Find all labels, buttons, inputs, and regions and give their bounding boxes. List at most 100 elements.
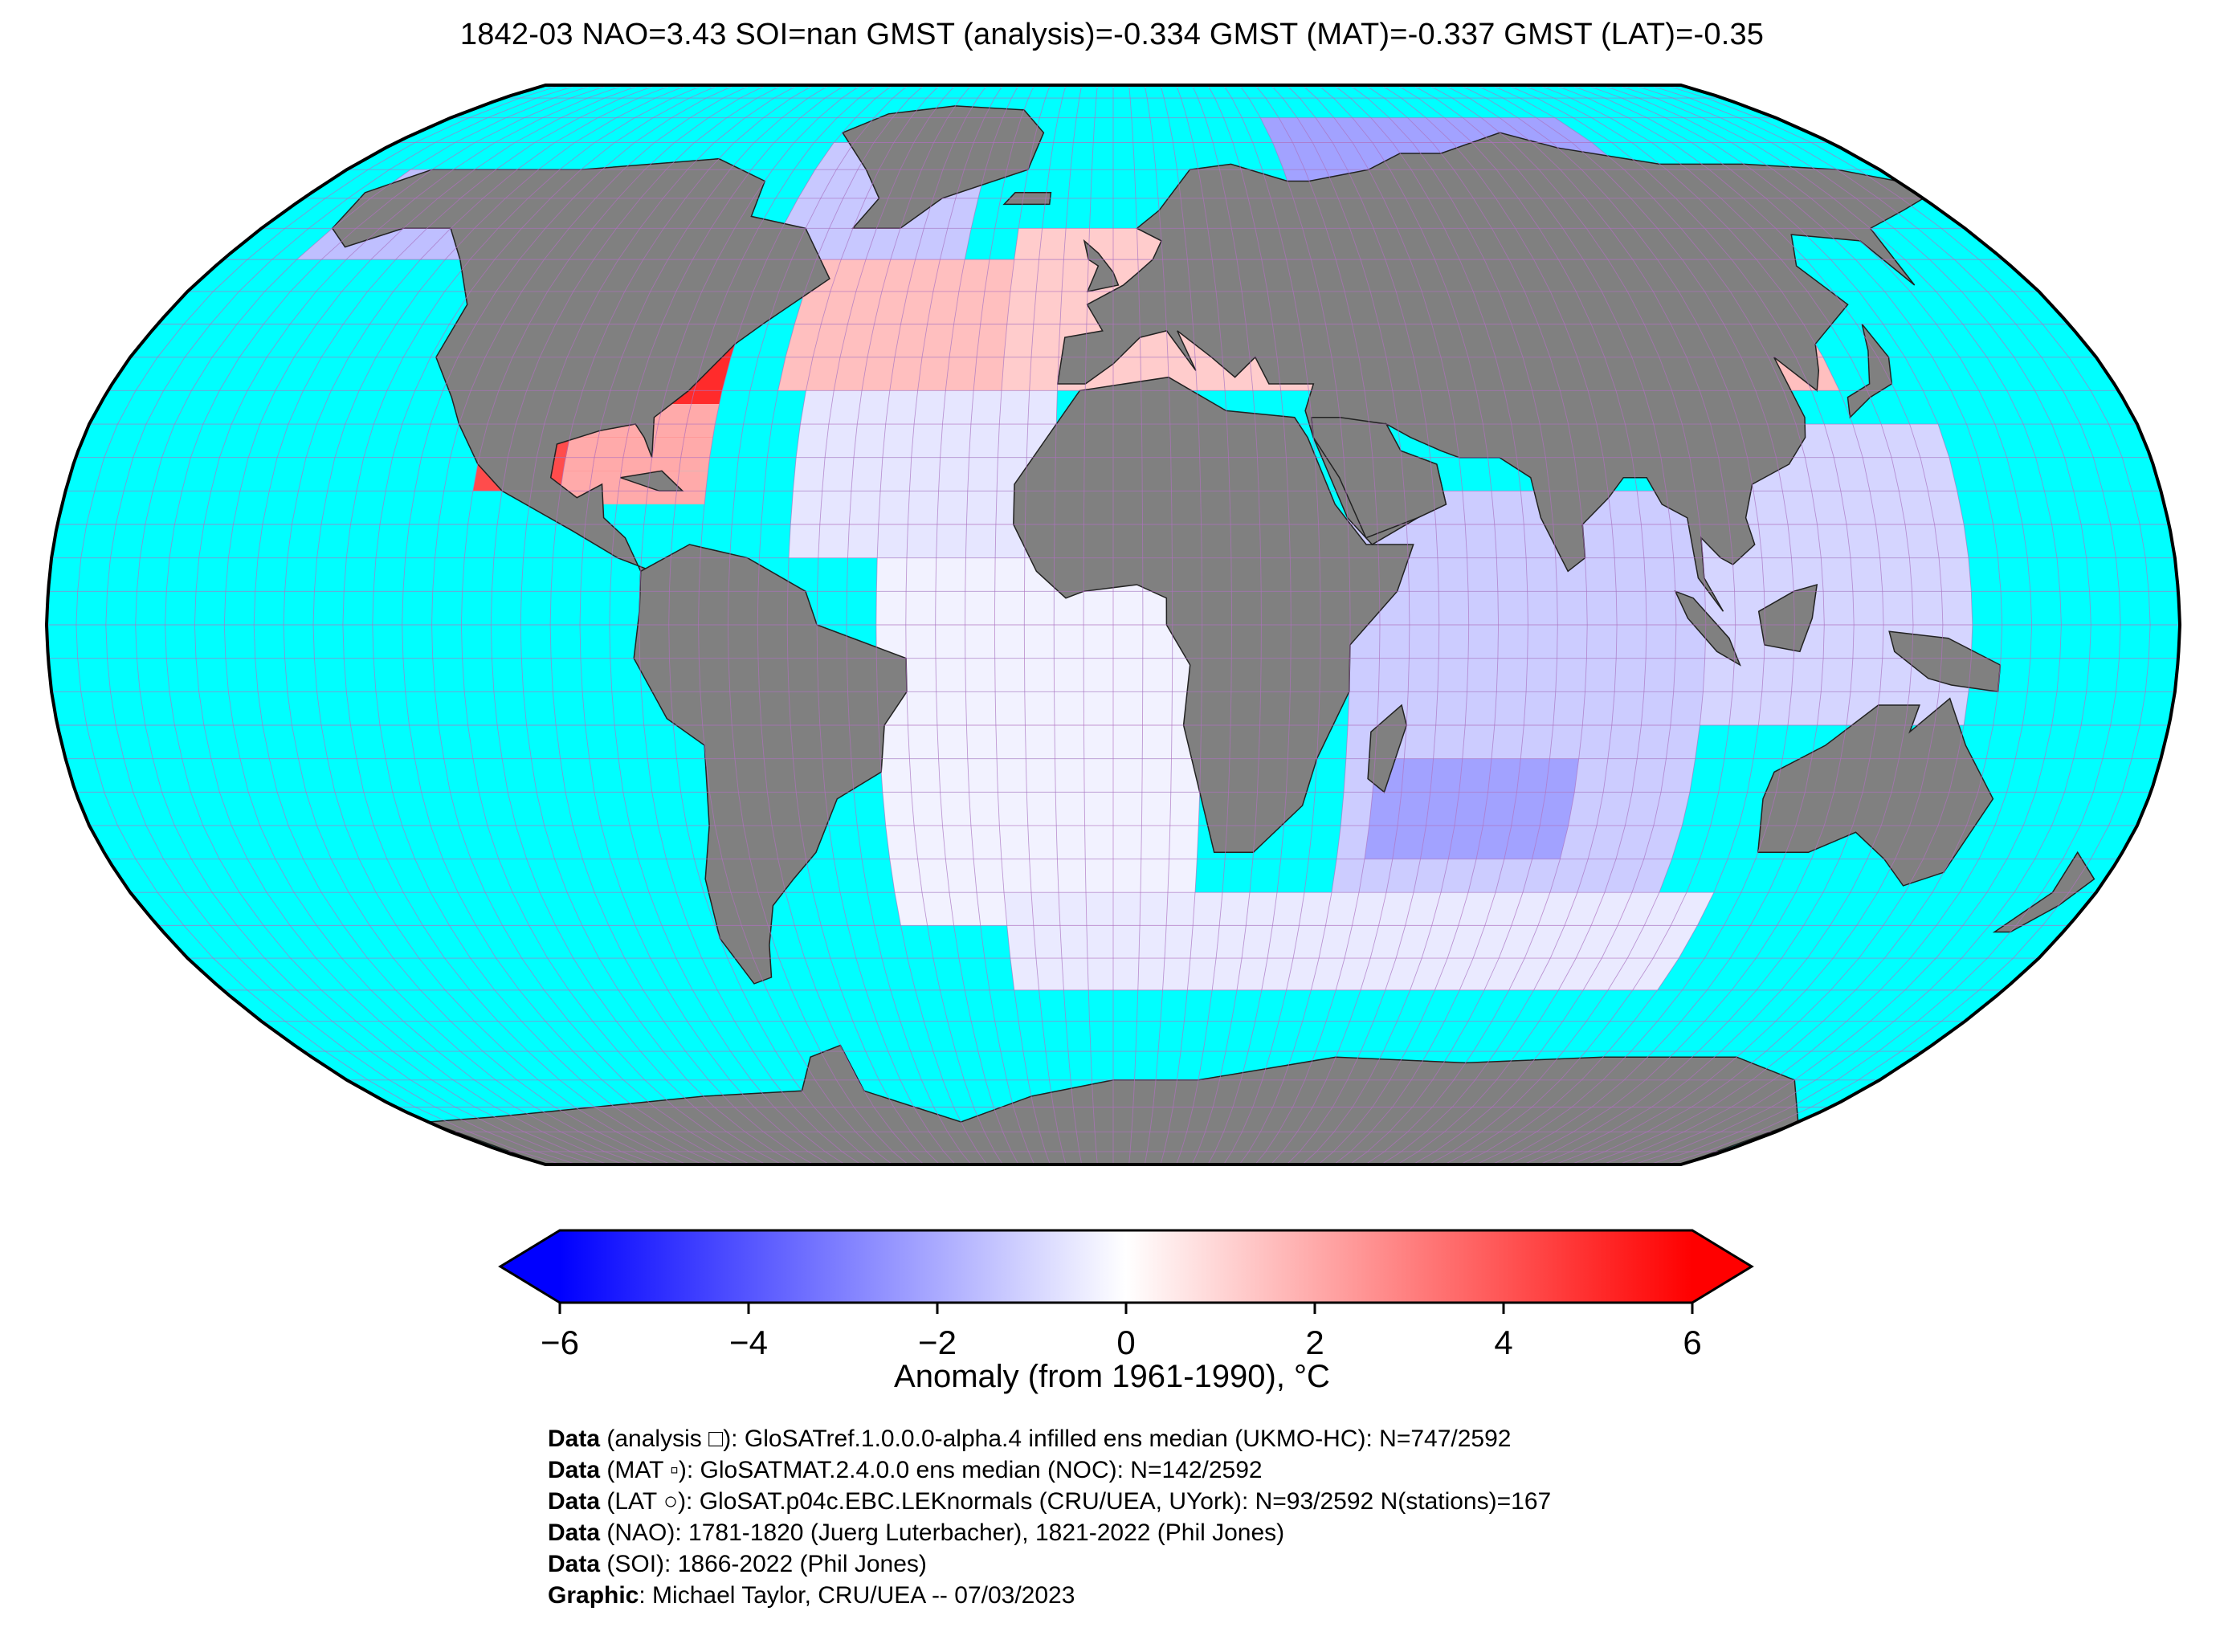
anomaly-cell-north-atlantic-sub <box>854 424 886 458</box>
anomaly-cell-southern-ocean <box>1345 925 1379 958</box>
anomaly-cell-north-russia-cold <box>1292 142 1327 170</box>
anomaly-cell-south-atlantic <box>1055 792 1085 826</box>
anomaly-cell-atlantic-warm <box>922 324 954 357</box>
anomaly-cell-europe-warm <box>1006 292 1036 324</box>
anomaly-cell-south-atlantic <box>935 625 965 659</box>
anomaly-cell-indian-ocean <box>1582 691 1615 725</box>
anomaly-cell-south-atlantic <box>942 826 974 859</box>
anomaly-cell-atlantic-warm <box>907 259 941 292</box>
anomaly-cell-indian-ocean <box>1632 758 1667 793</box>
anomaly-cell-southern-ocean <box>1410 958 1448 990</box>
anomaly-cell-north-russia-cold <box>1518 117 1573 143</box>
anomaly-cell-north-atlantic-cold <box>866 228 900 260</box>
anomaly-cell-south-atlantic <box>1025 725 1055 759</box>
anomaly-cell-southern-ocean <box>1113 925 1141 958</box>
anomaly-cell-southern-ocean <box>1286 958 1320 990</box>
anomaly-cell-west-pacific <box>1852 591 1884 625</box>
anomaly-cell-atlantic-warm <box>945 357 977 391</box>
anomaly-cell-north-atlantic-sub <box>907 524 937 558</box>
anomaly-cell-indian-ocean-south-cold <box>1511 792 1546 826</box>
anomaly-cell-north-atlantic-sub <box>793 457 826 492</box>
anomaly-cell-atlantic-warm <box>895 324 928 357</box>
anomaly-cell-europe-warm <box>1059 292 1088 324</box>
anomaly-cell-north-atlantic-sub <box>914 390 946 424</box>
anomaly-cell-southern-ocean <box>1653 925 1698 958</box>
anomaly-cell-atlantic-warm <box>927 292 959 324</box>
anomaly-cell-indian-ocean-south-cold <box>1504 826 1540 859</box>
anomaly-cell-southern-ocean <box>1004 892 1034 926</box>
anomaly-cell-atlantic-warm <box>821 292 856 324</box>
anomaly-cell-south-atlantic <box>936 557 966 592</box>
anomaly-cell-alaska-cold <box>370 228 427 260</box>
anomaly-cell-west-pacific <box>1840 491 1876 524</box>
anomaly-cell-south-atlantic <box>1026 758 1056 793</box>
anomaly-cell-indian-ocean <box>1406 524 1438 558</box>
anomaly-cell-north-atlantic-cold <box>820 169 858 198</box>
anomaly-cell-north-atlantic-sub <box>796 424 829 458</box>
anomaly-cell-north-atlantic-sub <box>998 424 1028 458</box>
anomaly-cell-indian-ocean <box>1406 691 1438 725</box>
anomaly-cell-atlantic-warm <box>984 259 1014 292</box>
anomaly-cell-indian-ocean-south-cold <box>1401 758 1434 793</box>
anomaly-cell-southern-ocean <box>1166 892 1195 926</box>
anomaly-cell-south-atlantic <box>965 625 995 659</box>
anomaly-cell-south-atlantic <box>1141 792 1171 826</box>
map-title: 1842-03 NAO=3.43 SOI=nan GMST (analysis)… <box>459 18 1765 51</box>
anomaly-cell-north-russia-cold <box>1389 117 1433 143</box>
anomaly-cell-atlantic-warm <box>932 259 965 292</box>
anomaly-cell-southern-ocean <box>1627 925 1671 958</box>
anomaly-cell-southern-ocean <box>1187 958 1217 990</box>
anomaly-cell-southern-ocean <box>1396 925 1432 958</box>
anomaly-cell-north-atlantic-sub <box>822 457 854 492</box>
credit-line: Data (SOI): 1866-2022 (Phil Jones) <box>548 1551 927 1577</box>
anomaly-cell-indian-ocean <box>1616 591 1647 625</box>
anomaly-cell-west-pacific <box>1734 625 1765 659</box>
anomaly-cell-atlantic-warm <box>889 357 922 391</box>
anomaly-cell-indian-ocean <box>1673 658 1705 692</box>
anomaly-cell-south-atlantic <box>1055 725 1084 759</box>
anomaly-cell-indian-ocean-south-cold <box>1392 826 1426 859</box>
anomaly-cell-southern-ocean <box>1293 925 1326 958</box>
anomaly-cell-southern-ocean <box>1010 958 1039 990</box>
anomaly-cell-west-pacific <box>1870 491 1905 524</box>
anomaly-cell-indian-ocean-south-cold <box>1426 792 1459 826</box>
anomaly-cell-north-russia-cold <box>1426 117 1472 143</box>
anomaly-cell-north-atlantic-sub <box>967 457 998 492</box>
anomaly-cell-north-russia-cold <box>1500 117 1553 143</box>
anomaly-cell-west-pacific <box>1899 491 1935 524</box>
anomaly-cell-southern-ocean <box>1370 925 1406 958</box>
anomaly-cell-indian-ocean <box>1408 557 1439 592</box>
anomaly-cell-south-atlantic <box>1056 826 1086 859</box>
anomaly-cell-west-pacific <box>1875 524 1910 558</box>
anomaly-cell-south-atlantic <box>1113 758 1143 793</box>
credit-line: Data (LAT ○): GloSAT.p04c.EBC.LEKnormals… <box>548 1488 1552 1515</box>
anomaly-cell-southern-ocean <box>1113 958 1139 990</box>
anomaly-cell-indian-ocean-south-cold <box>1516 758 1550 793</box>
anomaly-cell-south-atlantic <box>994 557 1025 592</box>
land-uk <box>1083 239 1120 293</box>
anomaly-cell-south-atlantic <box>936 658 966 692</box>
anomaly-cell-europe-warm <box>1062 259 1089 292</box>
anomaly-cell-indian-ocean-south-cold <box>1545 758 1579 793</box>
colorbar-tick-label: −4 <box>729 1324 768 1361</box>
anomaly-cell-indian-ocean <box>1661 758 1696 793</box>
anomaly-cell-indian-ocean-south-cold <box>1430 758 1463 793</box>
anomaly-cell-southern-ocean <box>1036 958 1064 990</box>
anomaly-cell-south-atlantic <box>1113 859 1141 893</box>
anomaly-cell-indian-ocean <box>1527 625 1558 659</box>
anomaly-cell-southern-ocean <box>1325 892 1359 926</box>
anomaly-cell-southern-ocean <box>1299 892 1332 926</box>
anomaly-cell-north-atlantic-cold <box>915 228 948 260</box>
anomaly-cell-indian-ocean-south-cold <box>1398 792 1430 826</box>
anomaly-cell-southern-ocean <box>1352 892 1386 926</box>
anomaly-cell-north-russia-cold <box>1444 117 1492 143</box>
map-border <box>44 84 2182 1166</box>
anomaly-cell-north-atlantic-sub <box>940 424 971 458</box>
anomaly-cell-north-atlantic-cold <box>947 198 978 229</box>
anomaly-cell-west-pacific <box>1728 691 1762 725</box>
anomaly-cell-south-atlantic <box>876 557 907 592</box>
anomaly-cell-south-atlantic <box>907 691 937 725</box>
anomaly-cell-south-atlantic <box>1084 792 1113 826</box>
anomaly-cell-indian-ocean <box>1597 792 1633 826</box>
anomaly-cell-europe-warm <box>1113 228 1138 260</box>
